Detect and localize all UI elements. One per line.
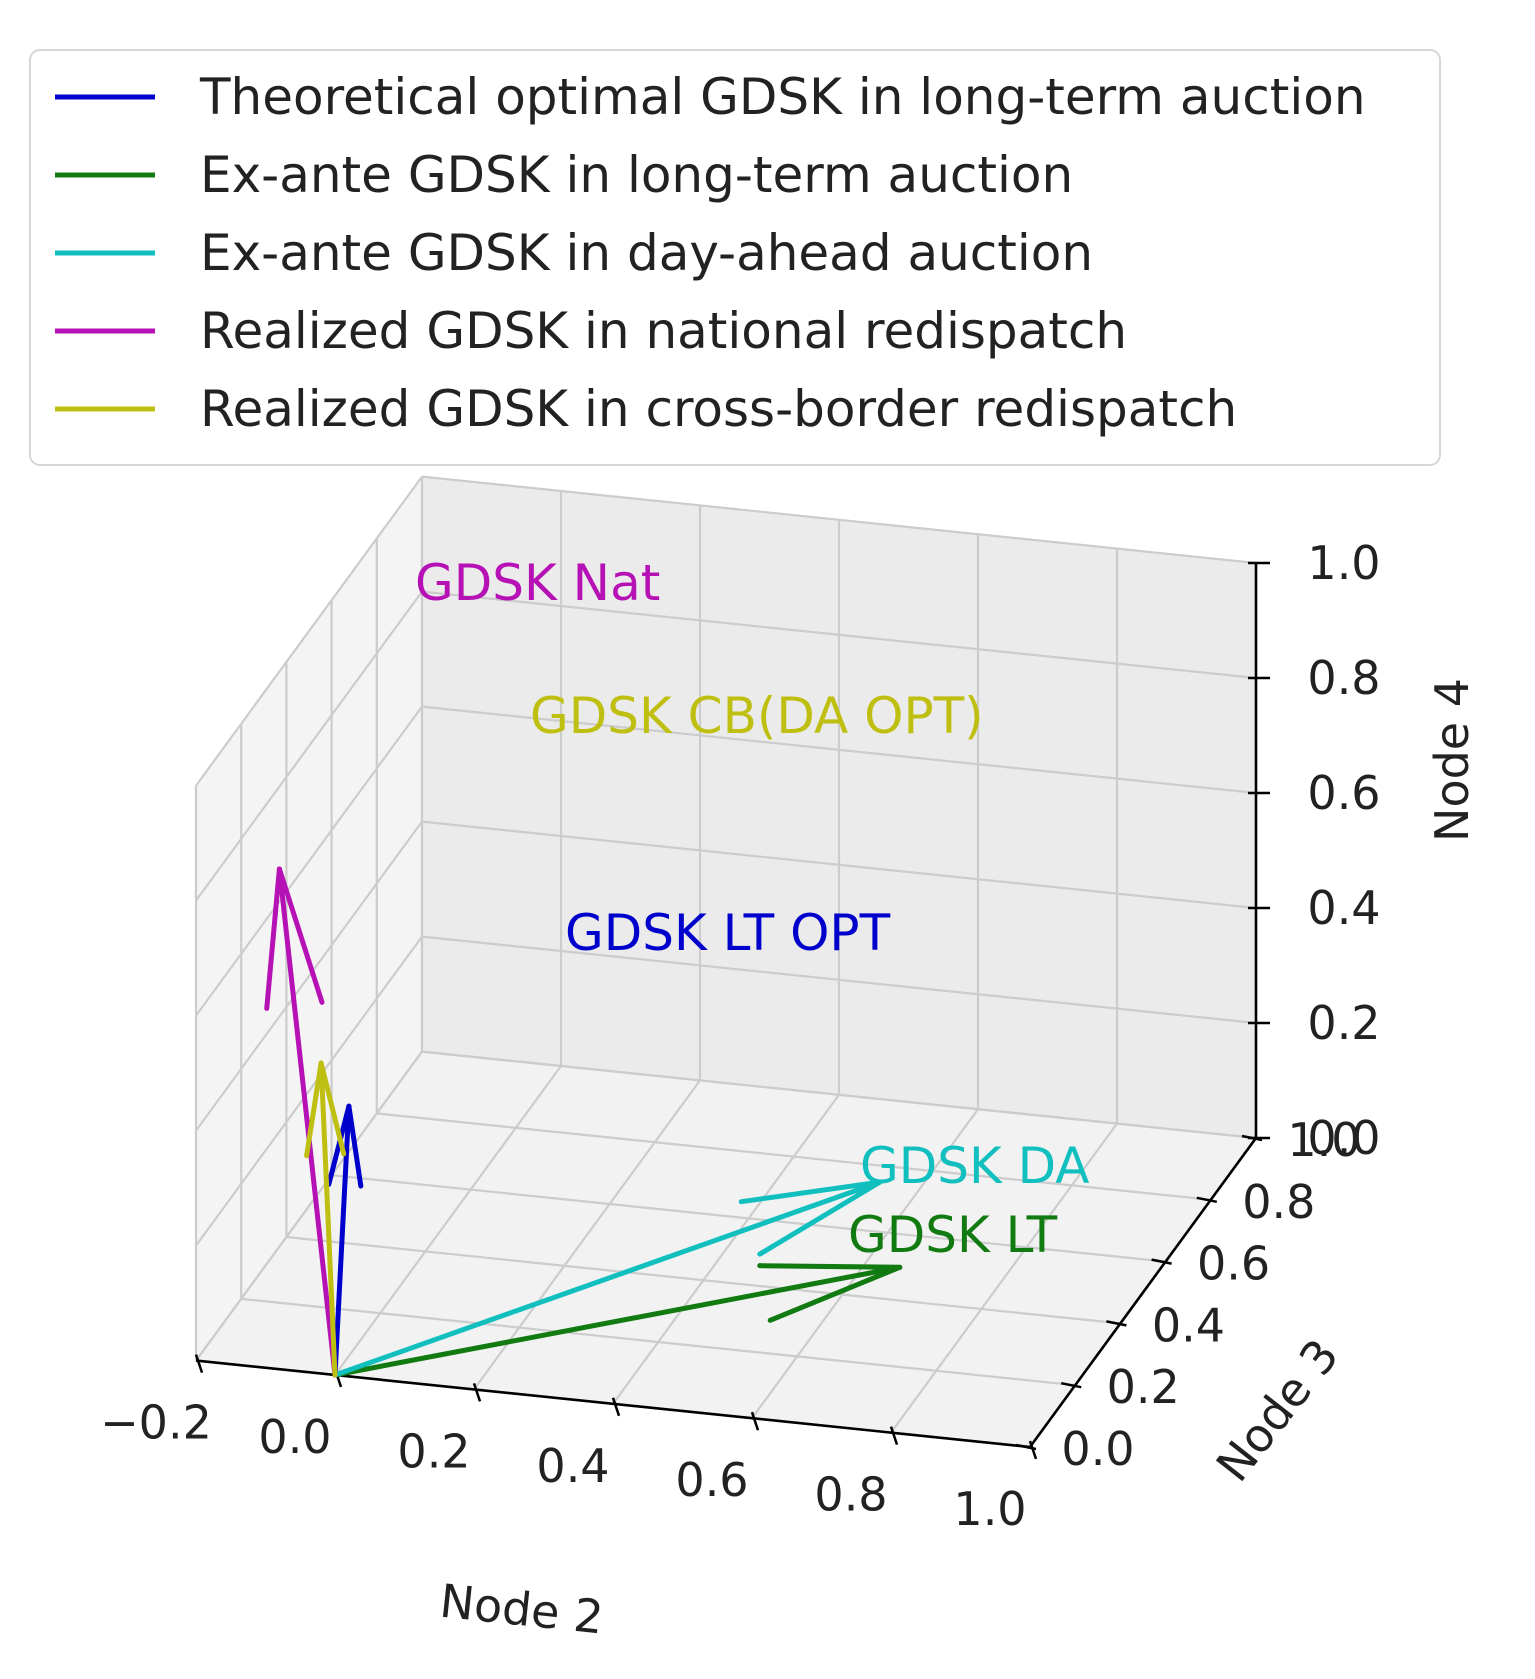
y-tick-mark	[1106, 1320, 1127, 1327]
grid-line	[421, 590, 1257, 680]
arrow-head	[304, 1060, 324, 1159]
x-tick-label: 0.4	[536, 1439, 609, 1493]
x-tick-label: 0.0	[258, 1410, 331, 1464]
legend-box	[29, 49, 1441, 466]
x-tick-label: −0.2	[100, 1396, 212, 1450]
arrow-head	[757, 1179, 883, 1257]
x-tick-label: 0.6	[675, 1453, 748, 1507]
grid-line	[421, 705, 1257, 795]
grid-line	[421, 935, 1257, 1025]
arrow-shaft	[318, 1060, 338, 1378]
z-tick-label: 0.8	[1307, 651, 1380, 705]
grid-line	[890, 1122, 1118, 1434]
arrow-gdsk-cb-da-opt-	[304, 1060, 347, 1378]
x-tick-mark	[472, 1383, 482, 1402]
x-tick-mark	[1028, 1440, 1038, 1460]
x-tick-label: 0.8	[814, 1468, 887, 1522]
legend-label: Ex-ante GDSK in day-ahead auction	[200, 224, 1093, 282]
x-tick-label: 0.2	[397, 1424, 470, 1478]
arrow-label: GDSK LT OPT	[565, 904, 891, 962]
legend-entry: Theoretical optimal GDSK in long-term au…	[55, 68, 1366, 126]
x-tick-label: 1.0	[953, 1482, 1026, 1536]
tick-labels: −0.2 0.0 0.2 0.4 0.6 0.8 1.00.00.20.40.60.81.0…	[100, 536, 1380, 1536]
arrow-head	[738, 1179, 883, 1205]
grid-line	[612, 1094, 840, 1405]
grid-line	[195, 1050, 423, 1362]
z-axis-label: Node 4	[1425, 678, 1479, 842]
arrow-gdsk-lt-opt	[326, 1103, 364, 1378]
x-tick-mark	[889, 1426, 899, 1445]
legend-label: Ex-ante GDSK in long-term auction	[200, 146, 1073, 204]
y-axis-label: Node 3	[1206, 1329, 1349, 1491]
z-tick-label: 0.4	[1307, 881, 1380, 935]
arrow-shaft	[332, 1103, 352, 1378]
legend-label: Realized GDSK in national redispatch	[200, 302, 1127, 360]
z-tick-label: 0.2	[1307, 996, 1380, 1050]
grid-line	[195, 935, 423, 1247]
arrow-label: GDSK LT	[848, 1206, 1058, 1264]
y-tick-mark	[1015, 1443, 1037, 1451]
y-tick-mark	[1151, 1258, 1172, 1265]
arrow-head	[264, 866, 282, 1011]
arrow-gdsk-nat	[264, 866, 338, 1378]
grid-line	[241, 1297, 1076, 1387]
x-tick-mark	[194, 1354, 204, 1373]
legend-entry: Realized GDSK in cross-border redispatch	[55, 380, 1237, 438]
arrow-head	[326, 1103, 352, 1187]
side-pane	[196, 476, 422, 1361]
arrow-gdsk-lt	[332, 1263, 903, 1378]
arrow-labels: GDSK LT OPT GDSK LT GDSK DA GDSK Nat GDSK CB…	[415, 554, 1090, 1264]
y-tick-label: 0.6	[1197, 1237, 1270, 1291]
y-tick-label: 0.8	[1242, 1175, 1315, 1229]
gridlines	[194, 475, 1258, 1449]
grid-line	[421, 1050, 1257, 1140]
legend: Theoretical optimal GDSK in long-term au…	[29, 49, 1441, 466]
z-tick-label: 0.6	[1307, 766, 1380, 820]
legend-entry: Ex-ante GDSK in long-term auction	[55, 146, 1073, 204]
arrow-shaft	[276, 866, 338, 1378]
grid-line	[473, 1079, 701, 1391]
y-tick-label: 0.0	[1061, 1422, 1134, 1476]
arrow-head	[276, 866, 325, 1005]
y-tick-label: 0.4	[1152, 1298, 1225, 1352]
x-tick-mark	[611, 1397, 621, 1417]
grid-line	[331, 1174, 1166, 1263]
grid-line	[421, 820, 1257, 910]
arrow-head	[767, 1264, 903, 1323]
grid-line	[195, 590, 423, 902]
grid-line	[195, 475, 423, 787]
y-tick-mark	[1060, 1381, 1082, 1389]
grid-line	[376, 1112, 1211, 1201]
arrow-shaft	[332, 1179, 883, 1378]
legend-entry: Ex-ante GDSK in day-ahead auction	[55, 224, 1093, 282]
arrow-head	[757, 1263, 903, 1270]
grid-line	[334, 1065, 562, 1376]
arrow-label: GDSK DA	[860, 1137, 1090, 1195]
y-tick-mark	[1196, 1196, 1218, 1204]
y-axis-line	[1028, 1137, 1258, 1448]
arrow-label: GDSK Nat	[415, 554, 660, 612]
legend-label: Realized GDSK in cross-border redispatch	[200, 380, 1237, 438]
arrow-head	[346, 1103, 364, 1189]
arrow-head	[318, 1060, 347, 1157]
z-tick-label: 1.0	[1307, 536, 1380, 590]
x-tick-mark	[750, 1411, 760, 1431]
grid-line	[751, 1108, 979, 1419]
arrow-gdsk-da	[332, 1179, 883, 1378]
grid-line	[195, 705, 423, 1017]
y-tick-label: 0.2	[1107, 1360, 1180, 1414]
grid-line	[286, 1235, 1121, 1325]
z-tick-label: 0.0	[1307, 1111, 1380, 1165]
x-axis-label: Node 2	[437, 1574, 606, 1645]
arrow-label: GDSK CB(DA OPT)	[530, 687, 984, 745]
grid-line	[195, 820, 423, 1132]
arrows	[264, 866, 903, 1378]
legend-entry: Realized GDSK in national redispatch	[55, 302, 1127, 360]
grid-line	[421, 475, 1257, 565]
y-tick-label: 1.0	[1287, 1113, 1360, 1167]
arrow-shaft	[332, 1264, 903, 1378]
legend-label: Theoretical optimal GDSK in long-term au…	[199, 68, 1366, 126]
